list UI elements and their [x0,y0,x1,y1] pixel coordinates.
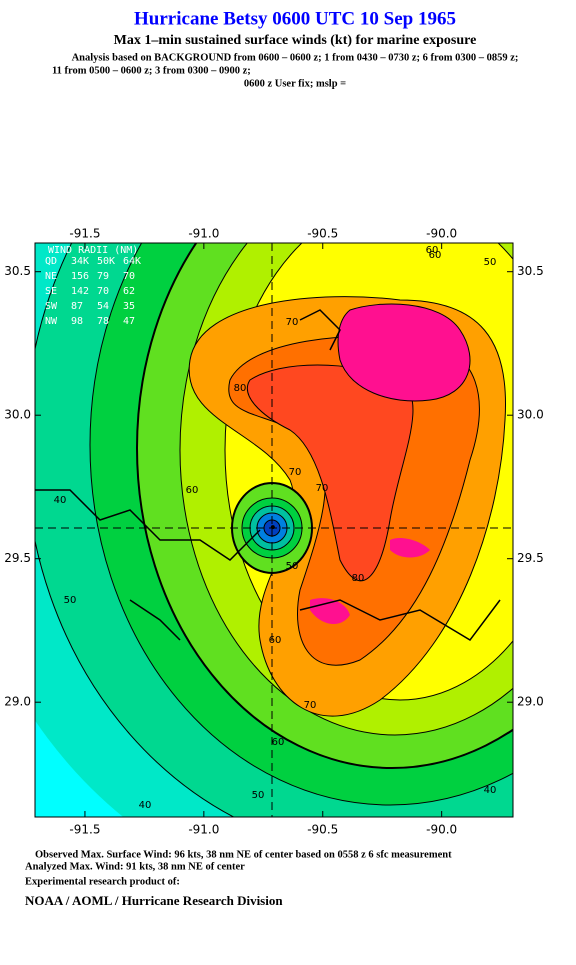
contour-label: 60 [186,485,199,496]
radii-title: WIND RADII (NM) [48,245,138,256]
radii-header: 34K [71,256,89,267]
analysis-line: Analysis based on BACKGROUND from 0600 –… [72,52,519,63]
wind-field [35,243,513,817]
x-tick-label: -91.0 [188,823,219,837]
contour-label: 50 [484,257,497,268]
footer-line: Experimental research product of: [25,876,180,887]
contour-label: 60 [429,250,442,261]
x-tick-label: -91.0 [188,227,219,241]
radii-header: 64K [123,256,141,267]
title: Hurricane Betsy 0600 UTC 10 Sep 1965 [134,8,456,29]
radii-cell: 70 [123,271,135,282]
y-tick-label: 30.0 [4,408,31,422]
contour-label: 40 [54,495,67,506]
contour-label: 70 [304,700,317,711]
x-tick-label: -90.0 [426,227,457,241]
analysis-line: 11 from 0500 – 0600 z; 3 from 0300 – 090… [52,65,251,76]
radii-cell: SW [45,301,58,312]
radii-cell: 35 [123,301,135,312]
footer-line: Analyzed Max. Wind: 91 kts, 38 nm NE of … [25,861,245,872]
contour-label: 50 [252,790,265,801]
footer-line: Observed Max. Surface Wind: 96 kts, 38 n… [35,849,452,860]
radii-header: 50K [97,256,115,267]
plot-frame [34,242,514,818]
radii-cell: 98 [71,316,83,327]
footer-org: NOAA / AOML / Hurricane Research Divisio… [25,893,283,908]
contour-label: 70 [286,317,299,328]
radii-header: QD [45,256,57,267]
contour-label: 80 [234,383,247,394]
contour-label: 60 [272,737,285,748]
radii-cell: 47 [123,316,135,327]
radii-cell: SE [45,286,57,297]
x-tick-label: -90.5 [307,227,338,241]
contour-label: 60 [269,635,282,646]
y-tick-label: 29.5 [517,551,544,565]
analysis-line: 0600 z User fix; mslp = [244,78,346,89]
subtitle: Max 1–min sustained surface winds (kt) f… [114,33,477,48]
contour-label: 50 [286,561,299,572]
radii-cell: 54 [97,301,109,312]
storm-center [270,525,275,530]
radii-cell: 70 [97,286,109,297]
y-tick-label: 29.0 [4,695,31,709]
y-tick-label: 30.0 [517,408,544,422]
x-tick-label: -91.5 [69,227,100,241]
radii-cell: 62 [123,286,135,297]
y-tick-label: 29.0 [517,695,544,709]
radii-cell: NE [45,271,57,282]
contour-label: 40 [139,800,152,811]
y-tick-label: 30.5 [4,264,31,278]
x-tick-label: -91.5 [69,823,100,837]
y-tick-label: 29.5 [4,551,31,565]
radii-cell: 156 [71,271,89,282]
x-tick-label: -90.5 [307,823,338,837]
radii-cell: NW [45,316,58,327]
contour-label: 40 [484,785,497,796]
x-tick-label: -90.0 [426,823,457,837]
radii-cell: 78 [97,316,109,327]
contour-label: 70 [289,467,302,478]
radii-cell: 87 [71,301,83,312]
radii-cell: 142 [71,286,89,297]
contour-label: 60 [426,245,439,256]
y-tick-label: 30.5 [517,264,544,278]
contour-label: 50 [64,595,77,606]
contour-label: 80 [352,573,365,584]
radii-cell: 79 [97,271,109,282]
contour-label: 70 [316,483,329,494]
